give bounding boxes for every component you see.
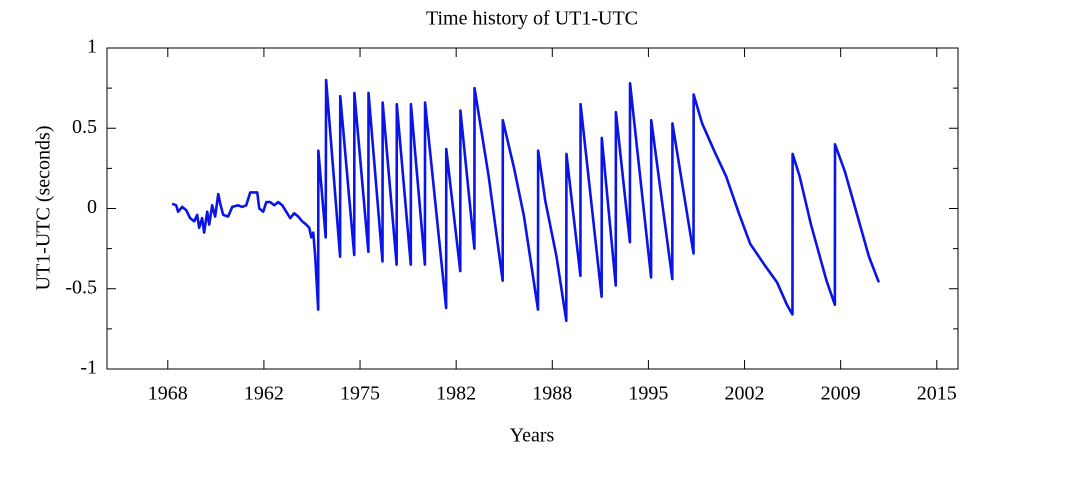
x-axis-label: Years [510,425,555,447]
y-tick-label: 0 [87,196,97,218]
x-tick-label: 1982 [436,383,476,405]
data-line [171,78,881,323]
chart-title: Time history of UT1-UTC [426,8,638,30]
x-tick-label: 2015 [917,383,957,405]
x-tick-label: 1962 [244,383,284,405]
x-tick-label: 1968 [148,383,188,405]
y-axis-label: UT1-UTC (seconds) [33,126,55,291]
x-tick-label: 2002 [725,383,765,405]
plot-frame [106,47,959,370]
x-tick-label: 1988 [532,383,572,405]
x-tick-label: 2009 [821,383,861,405]
y-tick-label: 0.5 [72,116,97,138]
y-tick-label: -0.5 [65,276,97,298]
x-tick-label: 1995 [628,383,668,405]
y-tick-label: 1 [87,36,97,58]
y-tick-label: -1 [80,357,97,379]
x-tick-label: 1975 [340,383,380,405]
